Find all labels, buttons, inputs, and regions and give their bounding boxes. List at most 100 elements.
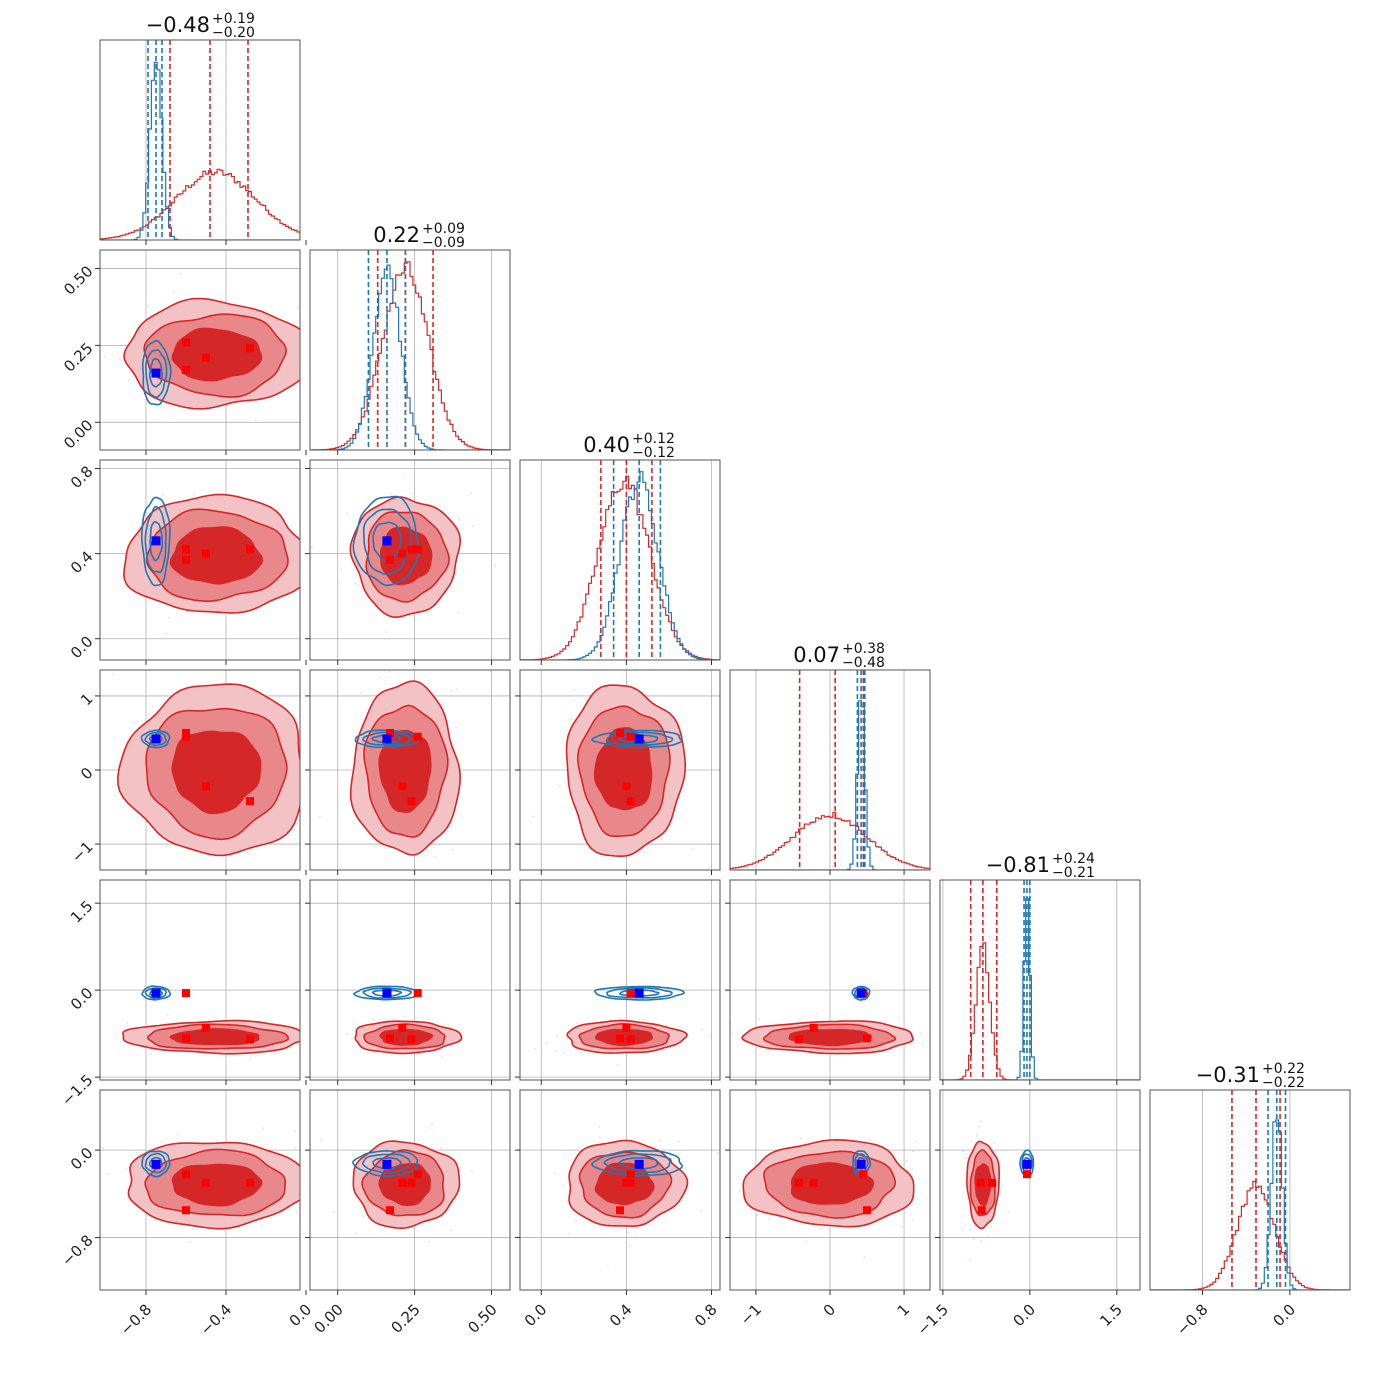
- red-sample-point: [659, 885, 661, 887]
- red-truth-marker: [616, 728, 624, 737]
- red-truth-marker: [616, 1034, 624, 1043]
- red-contour-inner: [171, 730, 262, 815]
- red-sample-point: [620, 1017, 622, 1020]
- red-sample-point: [644, 884, 646, 886]
- blue-histogram: [520, 471, 720, 660]
- x-tick-label: 0: [820, 1300, 839, 1319]
- panel-2-1: [305, 459, 511, 665]
- red-sample-point: [919, 1032, 922, 1034]
- red-truth-marker: [182, 338, 190, 347]
- red-histogram: [100, 168, 300, 240]
- red-sample-point: [993, 1142, 996, 1145]
- red-sample-point: [598, 1126, 601, 1128]
- red-sample-point: [1007, 1210, 1010, 1213]
- red-sample-point: [661, 1050, 664, 1052]
- panel-frame: [99, 249, 301, 451]
- red-truth-marker: [398, 782, 407, 791]
- blue-contour: [362, 987, 413, 999]
- red-sample-point: [678, 1045, 680, 1048]
- x-tick-label: 1.5: [1096, 1300, 1126, 1330]
- panel-title-minus: −0.20: [212, 25, 255, 41]
- x-tick-label: −0.8: [117, 1300, 155, 1338]
- red-truth-marker: [202, 1023, 210, 1032]
- red-sample-point: [360, 692, 363, 695]
- red-sample-point: [89, 1180, 91, 1182]
- x-tick-label: 0.0: [1009, 1300, 1039, 1330]
- blue-histogram: [310, 264, 510, 450]
- red-contour-inner: [171, 327, 263, 382]
- panel-title-plus: +0.12: [632, 431, 675, 447]
- y-tick-label: 0.0: [67, 1144, 97, 1174]
- blue-contour: [144, 1152, 168, 1174]
- red-sample-point: [333, 1211, 335, 1214]
- red-sample-point: [452, 848, 455, 851]
- x-tick-label: 0.0: [1269, 1300, 1299, 1330]
- red-sample-point: [147, 304, 150, 307]
- red-sample-point: [598, 1136, 601, 1139]
- red-sample-point: [280, 1211, 283, 1214]
- red-truth-marker: [407, 797, 416, 806]
- red-sample-point: [388, 671, 391, 673]
- blue-contour: [354, 729, 421, 749]
- red-sample-point: [416, 1052, 419, 1055]
- red-truth-marker: [182, 989, 190, 998]
- red-sample-point: [911, 1168, 913, 1171]
- red-sample-point: [680, 1026, 683, 1028]
- red-histogram: [1150, 1180, 1350, 1290]
- red-sample-point: [355, 1232, 357, 1235]
- red-truth-marker: [794, 1178, 803, 1187]
- blue-contour: [591, 1149, 684, 1177]
- x-tick-label: 1: [894, 1300, 913, 1319]
- red-sample-point: [897, 1016, 900, 1019]
- red-truth-marker: [182, 366, 190, 374]
- red-sample-point: [373, 692, 376, 695]
- red-truth-marker: [794, 1035, 803, 1044]
- red-truth-marker: [246, 545, 254, 554]
- red-sample-point: [297, 1043, 300, 1046]
- red-sample-point: [979, 1120, 982, 1123]
- y-tick-label: −0.8: [58, 1231, 96, 1269]
- red-sample-point: [973, 1238, 975, 1240]
- blue-truth-marker: [382, 734, 392, 744]
- red-sample-point: [339, 568, 342, 571]
- panel-title-value: 0.07: [793, 643, 840, 667]
- red-sample-point: [915, 1140, 917, 1143]
- red-contour-inner: [790, 1162, 875, 1205]
- red-truth-marker: [859, 1170, 868, 1179]
- red-sample-point: [102, 1147, 105, 1149]
- red-truth-marker: [977, 1206, 986, 1215]
- red-sample-point: [145, 829, 148, 832]
- blue-contour: [605, 731, 674, 746]
- red-sample-point: [450, 1229, 452, 1231]
- blue-truth-marker: [634, 734, 644, 744]
- red-sample-point: [799, 1137, 802, 1140]
- panel-frame: [519, 879, 721, 1081]
- blue-contour: [149, 521, 163, 562]
- red-sample-point: [165, 632, 168, 635]
- red-sample-point: [911, 1150, 914, 1153]
- red-truth-marker: [398, 1178, 407, 1187]
- y-tick-label: 0: [77, 764, 96, 783]
- red-contour-inner: [788, 1028, 872, 1047]
- red-sample-point: [962, 1150, 965, 1153]
- blue-truth-marker: [382, 988, 392, 998]
- red-sample-point: [297, 306, 300, 309]
- x-tick-label: −1.5: [914, 1300, 952, 1338]
- red-sample-point: [863, 1256, 866, 1259]
- red-sample-point: [86, 532, 88, 534]
- panel-4-0: −1.5 0.0 1.5: [58, 879, 307, 1109]
- red-truth-marker: [386, 728, 394, 737]
- blue-truth-marker: [151, 536, 161, 546]
- x-tick-label: 0.25: [387, 1300, 423, 1336]
- red-truth-marker: [386, 1206, 394, 1215]
- panel-5-5: −0.8 0.0 −0.31 +0.22−0.22: [1149, 1061, 1351, 1339]
- red-truth-marker: [863, 1034, 872, 1043]
- red-sample-point: [261, 1224, 263, 1227]
- panel-title-plus: +0.19: [212, 11, 255, 27]
- red-sample-point: [756, 1213, 759, 1216]
- red-sample-point: [607, 1264, 609, 1267]
- red-sample-point: [389, 493, 392, 496]
- red-sample-point: [384, 631, 387, 633]
- red-sample-point: [249, 1057, 251, 1060]
- x-tick-label: 0.50: [464, 1300, 500, 1336]
